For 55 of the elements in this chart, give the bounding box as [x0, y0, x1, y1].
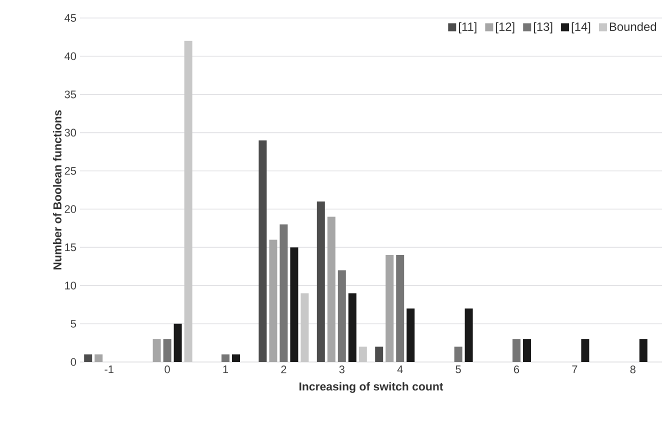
bar: [396, 254, 404, 362]
y-tick-label: 10: [65, 282, 76, 290]
x-tick-label: 7: [572, 366, 578, 374]
y-tick-label: 5: [70, 320, 76, 328]
bar: [348, 293, 356, 362]
y-tick-label: 35: [64, 90, 76, 98]
y-axis-title: Number of Boolean functions: [53, 110, 62, 270]
legend-label: [14]: [572, 22, 590, 34]
bar: [327, 216, 336, 362]
bar: [406, 308, 415, 362]
bar: [338, 270, 346, 362]
bar: [386, 254, 394, 362]
bar: [232, 354, 240, 362]
bar: [84, 354, 92, 362]
bar: [639, 339, 648, 362]
legend-label: [13]: [534, 22, 552, 34]
legend-label: Bounded: [610, 22, 656, 31]
bar: [300, 293, 309, 362]
x-axis-title: Increasing of switch count: [300, 382, 444, 393]
y-tick-label: 0: [70, 358, 76, 366]
bar: [316, 201, 325, 362]
legend-label: [11]: [459, 22, 476, 34]
legend-label: [12]: [496, 22, 514, 34]
x-tick-label: 2: [281, 366, 286, 374]
y-tick-label: 30: [64, 128, 76, 137]
x-tick-label: 5: [456, 366, 461, 374]
bar: [174, 324, 182, 362]
x-tick-label: 1: [223, 366, 228, 374]
bar: [290, 247, 298, 362]
bar: [94, 354, 103, 362]
bar: [184, 40, 192, 362]
bar: [163, 339, 172, 362]
bar: [581, 339, 590, 362]
bar: [258, 140, 267, 362]
bar: [464, 308, 473, 362]
x-tick-label: 0: [164, 366, 170, 374]
bar: [454, 346, 462, 362]
x-tick-label: 8: [630, 366, 636, 374]
y-tick-label: 15: [65, 244, 76, 252]
x-tick-label: -1: [104, 366, 114, 374]
bar: [375, 346, 384, 362]
x-tick-label: 4: [397, 366, 403, 374]
y-tick-label: 20: [64, 205, 76, 213]
bar: [269, 240, 278, 362]
bar: [152, 339, 161, 362]
bar: [512, 339, 521, 362]
x-tick-label: 6: [514, 366, 520, 374]
bar: [358, 346, 367, 362]
bar: [523, 339, 532, 362]
y-tick-label: 45: [64, 14, 76, 22]
x-tick-label: 3: [339, 366, 344, 374]
y-tick-label: 25: [64, 167, 76, 175]
bar: [280, 224, 288, 362]
y-tick-label: 40: [64, 52, 76, 60]
bar: [222, 354, 230, 362]
